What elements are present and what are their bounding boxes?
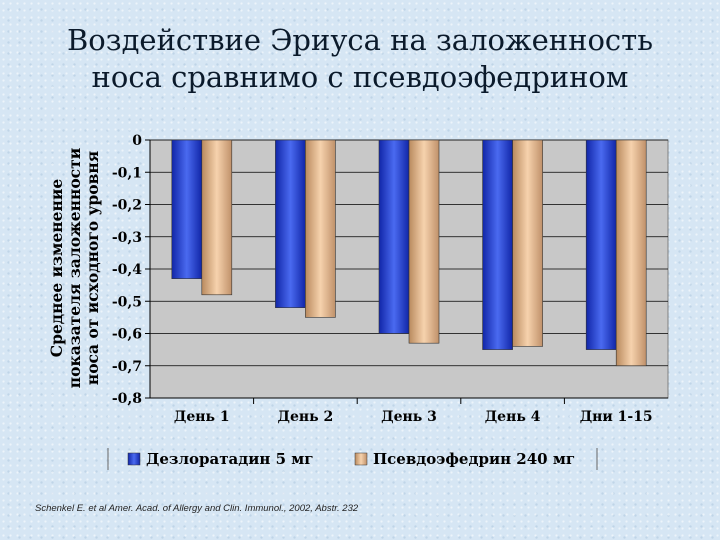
y-axis-label-line: Среднее изменение — [47, 179, 66, 358]
y-tick-label: -0,6 — [112, 327, 142, 343]
y-tick-label: -0,7 — [112, 359, 142, 375]
title-line-2: носа сравнимо с псевдоэфедрином — [91, 60, 629, 94]
legend-swatch-1 — [127, 452, 141, 466]
y-tick-label: -0,4 — [112, 262, 142, 278]
legend-label-2: Псевдоэфедрин 240 мг — [373, 450, 575, 468]
title-line-1: Воздействие Эриуса на заложенность — [66, 23, 653, 57]
y-axis-label-line: показателя заложенности — [65, 148, 84, 388]
y-tick-label: -0,3 — [112, 230, 142, 246]
y-tick-label: -0,8 — [112, 391, 142, 407]
bar-series1-3 — [378, 139, 410, 334]
x-tick-label: Дни 1-15 — [580, 409, 653, 425]
bar-series2-5 — [615, 139, 647, 367]
x-tick-label: День 1 — [174, 409, 230, 425]
bar-series2-4 — [512, 139, 543, 347]
bar-series2-3 — [408, 139, 440, 344]
bar-series2-2 — [305, 139, 336, 318]
legend-swatch-2 — [354, 452, 368, 466]
bar-series1-4 — [482, 139, 513, 350]
x-tick-label: День 4 — [485, 409, 541, 425]
x-tick-label: День 2 — [278, 409, 334, 425]
legend-label-1: Дезлоратадин 5 мг — [146, 450, 313, 468]
bars — [171, 139, 647, 367]
y-tick-label: -0,5 — [112, 294, 142, 310]
y-tick-label: -0,1 — [112, 165, 142, 181]
y-axis-ticks: 0 -0,1 -0,2 -0,3 -0,4 -0,5 -0,6 -0,7 -0,8 — [112, 133, 151, 407]
y-axis-label-line: носа от исходного уровня — [83, 151, 102, 385]
source-citation: Schenkel E. et al Amer. Acad. of Allergy… — [35, 503, 359, 514]
bar-series1-5 — [585, 139, 617, 350]
y-axis-label: Среднее изменение показателя заложенности… — [47, 148, 102, 388]
bar-series1-2 — [275, 139, 306, 308]
x-axis-ticks: День 1 День 2 День 3 День 4 Дни 1-15 — [150, 397, 668, 425]
bar-series2-1 — [201, 139, 233, 296]
bar-series1-1 — [171, 139, 203, 279]
legend: Дезлоратадин 5 мг Псевдоэфедрин 240 мг — [107, 448, 598, 470]
slide-title: Воздействие Эриуса на заложенность носа … — [0, 22, 720, 96]
y-tick-label: -0,2 — [112, 198, 142, 214]
y-tick-label: 0 — [132, 133, 142, 149]
x-tick-label: День 3 — [381, 409, 437, 425]
